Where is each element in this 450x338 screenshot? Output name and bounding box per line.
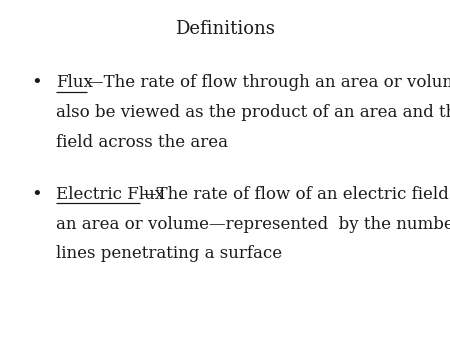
- Text: •: •: [32, 74, 42, 92]
- Text: Flux: Flux: [56, 74, 93, 91]
- Text: —The rate of flow through an area or volume.   It can: —The rate of flow through an area or vol…: [87, 74, 450, 91]
- Text: Electric Flux: Electric Flux: [56, 186, 164, 203]
- Text: Definitions: Definitions: [175, 20, 275, 38]
- Text: —The rate of flow of an electric field through: —The rate of flow of an electric field t…: [140, 186, 450, 203]
- Text: •: •: [32, 186, 42, 204]
- Text: also be viewed as the product of an area and the vector: also be viewed as the product of an area…: [56, 104, 450, 121]
- Text: lines penetrating a surface: lines penetrating a surface: [56, 245, 283, 262]
- Text: field across the area: field across the area: [56, 134, 228, 151]
- Text: an area or volume—represented  by the number of E field: an area or volume—represented by the num…: [56, 216, 450, 233]
